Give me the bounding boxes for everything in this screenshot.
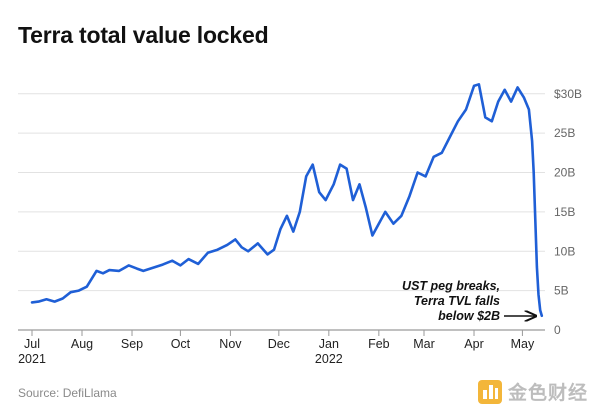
tvl-series-line <box>30 83 544 318</box>
x-tick-label: Apr <box>464 337 483 351</box>
x-year-label: 2022 <box>315 352 343 366</box>
chart-title: Terra total value locked <box>18 22 269 48</box>
watermark-logo-icon <box>478 379 502 404</box>
y-tick-label: 15B <box>554 205 575 219</box>
x-tick-label: Aug <box>71 337 93 351</box>
y-tick-label: 25B <box>554 126 575 140</box>
x-tick-label: Mar <box>413 337 435 351</box>
source-note: Source: DefiLlama <box>18 386 117 400</box>
watermark-text: 金色财经 <box>508 382 589 404</box>
x-tick-label: Oct <box>171 337 191 351</box>
x-tick-label: May <box>511 337 535 351</box>
x-tick-label: Nov <box>219 337 242 351</box>
annotation-text: Terra TVL falls <box>414 294 500 308</box>
x-tick-label: Dec <box>268 337 290 351</box>
x-tick-label: Sep <box>121 337 143 351</box>
x-tick-label: Jul <box>24 337 40 351</box>
annotation-text: UST peg breaks, <box>402 279 500 293</box>
y-tick-label: 10B <box>554 244 575 258</box>
y-tick-label: 0 <box>554 323 561 337</box>
x-tick-label: Jan <box>319 337 339 351</box>
x-tick-label: Feb <box>368 337 390 351</box>
watermark: 金色财经 <box>478 378 588 405</box>
annotation-text: below $2B <box>438 309 500 323</box>
x-year-label: 2021 <box>18 352 46 366</box>
y-tick-label: 5B <box>554 284 569 298</box>
y-tick-label: $30B <box>554 87 582 101</box>
y-tick-label: 20B <box>554 166 575 180</box>
